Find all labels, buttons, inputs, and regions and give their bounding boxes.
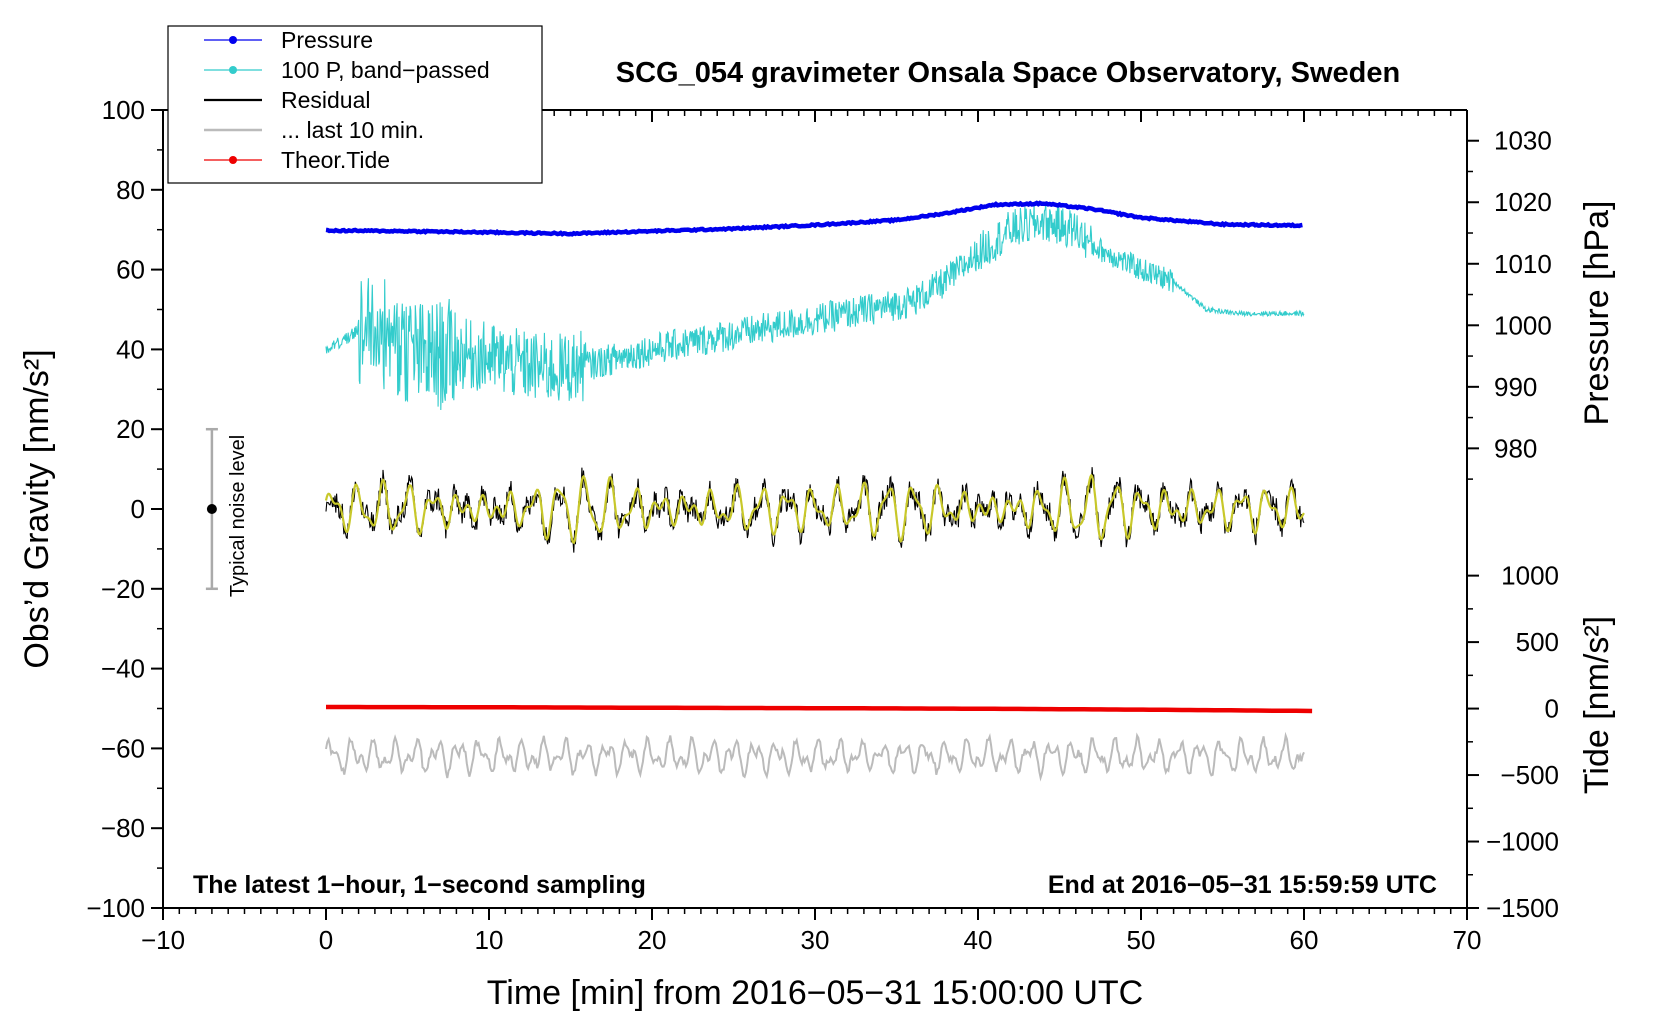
y-tick-label: 60 (116, 255, 145, 285)
y-axis-left-title: Obs’d Gravity [nm/s²] (18, 349, 56, 668)
legend-label-last10: ... last 10 min. (281, 117, 424, 143)
y-tick-label: 40 (116, 334, 145, 364)
pressure-axis-title: Pressure [hPa] (1578, 201, 1616, 426)
tide-tick-label: 500 (1516, 627, 1559, 657)
legend-marker-tide (229, 156, 237, 164)
y-tick-label: 100 (102, 95, 145, 125)
tide-tick-label: −1000 (1486, 827, 1559, 857)
x-tick-label: 60 (1290, 925, 1319, 955)
legend-marker-pressure (229, 36, 237, 44)
x-tick-label: 50 (1127, 925, 1156, 955)
series-layer (324, 200, 1313, 782)
y-axis-left: 100 80 60 40 20 0 −20 −40 −60 −80 −100 (86, 95, 163, 923)
tide-tick-label: 0 (1545, 694, 1559, 724)
x-axis: −10 0 10 20 30 40 50 60 70 (141, 110, 1482, 955)
series-last10-line (325, 731, 1305, 782)
noise-level-label: Typical noise level (227, 435, 249, 597)
x-tick-label: 70 (1453, 925, 1482, 955)
pressure-tick-label: 990 (1494, 372, 1537, 402)
tide-tick-label: −1500 (1486, 893, 1559, 923)
x-tick-label: −10 (141, 925, 185, 955)
x-tick-label: 10 (475, 925, 504, 955)
legend-swatches (204, 36, 262, 164)
series-tide-line (326, 704, 1313, 714)
tide-tick-label: 1000 (1501, 561, 1559, 591)
x-tick-label: 40 (964, 925, 993, 955)
y-tick-label: −60 (101, 733, 145, 763)
tide-axis-title: Tide [nm/s²] (1578, 616, 1616, 794)
series-bandpassed-line (325, 204, 1305, 411)
y-tick-label: −20 (101, 574, 145, 604)
legend-label-tide: Theor.Tide (281, 147, 390, 173)
legend-label-residual: Residual (281, 87, 371, 113)
series-residual-line (325, 467, 1305, 553)
pressure-tick-label: 980 (1494, 433, 1537, 463)
tide-axis: 1000 500 0 −500 −1000 −1500 (1467, 561, 1559, 923)
chart-title: SCG_054 gravimeter Onsala Space Observat… (616, 57, 1400, 89)
noise-bar-center-dot (206, 504, 217, 514)
y-tick-label: −80 (101, 813, 145, 843)
end-time-note: End at 2016−05−31 15:59:59 UTC (1048, 871, 1437, 899)
series-pressure-line (325, 200, 1303, 237)
pressure-axis: 1030 1020 1010 1000 990 980 (1467, 126, 1552, 480)
tide-tick-label: −500 (1500, 760, 1559, 790)
y-tick-label: 20 (116, 414, 145, 444)
pressure-tick-label: 1030 (1494, 126, 1552, 156)
legend-marker-bandpassed (229, 66, 237, 74)
y-tick-label: 0 (131, 494, 145, 524)
pressure-tick-label: 1000 (1494, 310, 1552, 340)
pressure-tick-label: 1020 (1494, 187, 1552, 217)
x-tick-label: 0 (319, 925, 333, 955)
legend: Pressure 100 P, band−passed Residual ...… (167, 25, 543, 184)
legend-label-bandpassed: 100 P, band−passed (281, 57, 490, 83)
pressure-tick-label: 1010 (1494, 249, 1552, 279)
y-tick-label: −40 (101, 654, 145, 684)
x-tick-label: 20 (638, 925, 667, 955)
y-tick-label: −100 (86, 893, 145, 923)
sampling-note: The latest 1−hour, 1−second sampling (193, 871, 646, 899)
noise-level-indicator (205, 427, 218, 591)
legend-box (167, 25, 543, 184)
x-tick-label: 30 (801, 925, 830, 955)
x-axis-title: Time [min] from 2016−05−31 15:00:00 UTC (487, 974, 1143, 1012)
series-residual-smoothed-line (324, 473, 1305, 545)
legend-label-pressure: Pressure (281, 27, 373, 53)
y-tick-label: 80 (116, 175, 145, 205)
